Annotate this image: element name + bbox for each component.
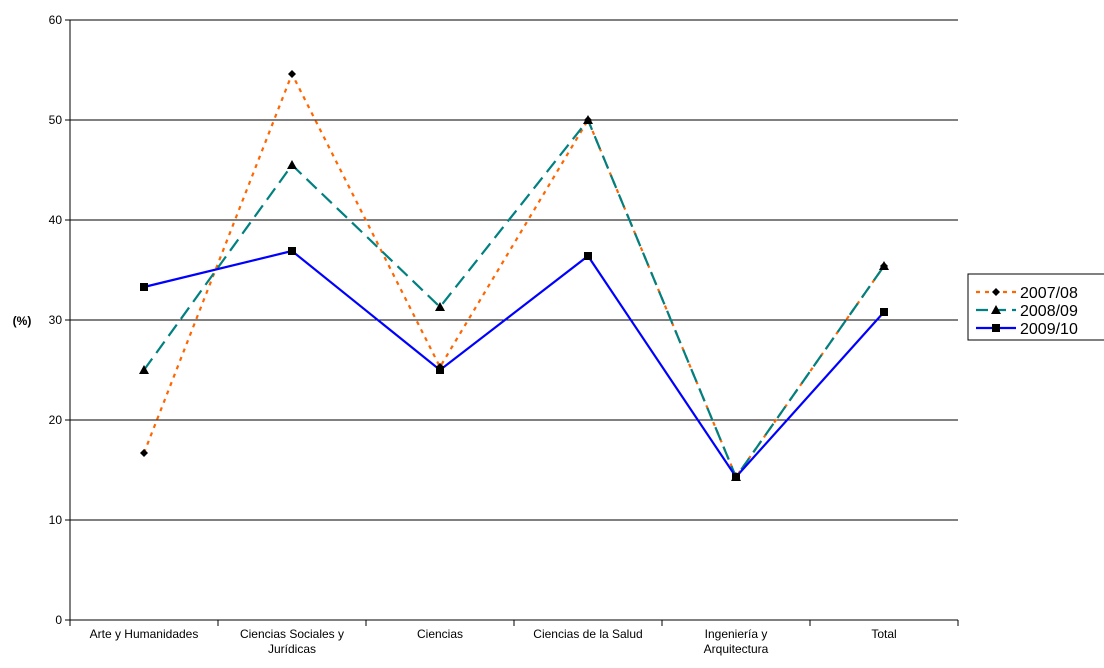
data-point	[991, 305, 1001, 314]
legend-label: 2007/08	[1020, 285, 1078, 302]
axes	[65, 19, 959, 626]
legend-label: 2009/10	[1020, 321, 1078, 338]
x-tick-label: Ciencias Sociales y Jurídicas	[240, 627, 344, 656]
y-tick-label: 30	[49, 313, 63, 327]
legend-label: 2008/09	[1020, 303, 1078, 320]
gridlines	[70, 19, 958, 521]
y-tick-label: 60	[49, 13, 63, 27]
x-tick-label: Ingeniería y Arquitectura	[704, 627, 769, 656]
x-tick-labels: Arte y Humanidades Ciencias Sociales y Jur…	[90, 627, 897, 656]
data-point	[992, 324, 1000, 332]
x-tick-label-line: Jurídicas	[268, 642, 316, 656]
y-tick-label: 50	[49, 113, 63, 127]
x-tick-label-line: Arquitectura	[704, 642, 769, 656]
data-point	[139, 365, 149, 374]
series-line	[143, 117, 885, 480]
data-point	[287, 160, 297, 169]
x-tick-label-line: Ciencias de la Salud	[533, 627, 642, 641]
data-point	[436, 366, 444, 374]
x-tick-label: Arte y Humanidades	[90, 627, 199, 641]
series-2008-09	[139, 115, 889, 481]
data-point	[732, 473, 740, 481]
data-point	[140, 283, 148, 291]
data-point	[140, 449, 148, 457]
data-point	[992, 288, 1000, 296]
x-tick-label-line: Total	[871, 627, 896, 641]
data-point	[435, 302, 445, 311]
series-2007-08	[140, 70, 888, 481]
x-tick-label: Ciencias de la Salud	[533, 627, 642, 641]
y-axis-label: (%)	[13, 314, 32, 328]
series-line	[142, 71, 885, 480]
y-tick-label: 40	[49, 213, 63, 227]
y-tick-label: 10	[49, 513, 63, 527]
x-tick-label-line: Ingeniería y	[705, 627, 768, 641]
x-tick-label-line: Ciencias	[417, 627, 463, 641]
data-point	[879, 261, 889, 270]
data-point	[288, 70, 296, 78]
x-tick-label-line: Ciencias Sociales y	[240, 627, 344, 641]
x-tick-label: Total	[871, 627, 896, 641]
y-tick-label: 20	[49, 413, 63, 427]
x-tick-label: Ciencias	[417, 627, 463, 641]
x-tick-label-line: Arte y Humanidades	[90, 627, 199, 641]
data-point	[288, 247, 296, 255]
data-point	[583, 115, 593, 124]
y-tick-label: 0	[55, 613, 62, 627]
series-line	[143, 249, 885, 479]
legend-entry: 2008/09	[976, 303, 1078, 320]
legend-entry: 2007/08	[976, 285, 1078, 302]
data-point	[584, 252, 592, 260]
data-point	[880, 308, 888, 316]
legend-entry: 2009/10	[976, 321, 1078, 338]
series-lines	[139, 70, 889, 481]
series-2009-10	[140, 247, 888, 481]
y-tick-labels: 0 10 20 30 40 50 60	[49, 13, 63, 627]
